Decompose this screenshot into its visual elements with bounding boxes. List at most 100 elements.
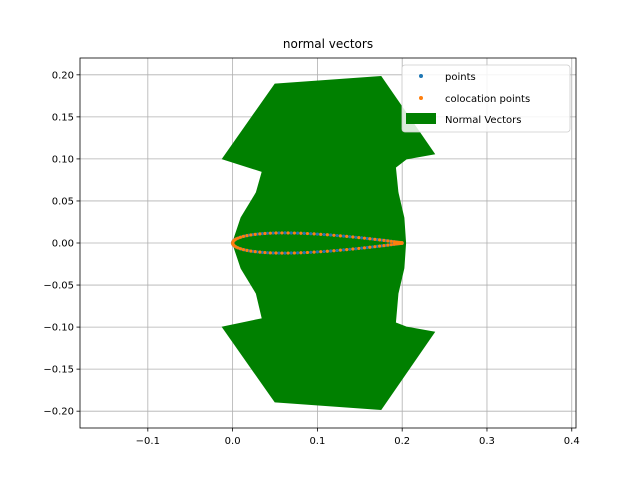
colocation-point-marker	[338, 234, 342, 238]
colocation-point-marker	[332, 249, 336, 253]
point-marker	[296, 231, 300, 235]
data-layer	[221, 75, 436, 411]
point-marker	[289, 231, 293, 235]
point-marker	[271, 231, 275, 235]
point-marker	[309, 250, 313, 254]
y-tick-label: −0.20	[43, 407, 74, 418]
point-marker	[342, 248, 346, 252]
colocation-point-marker	[263, 231, 267, 236]
legend-label-points: points	[445, 72, 476, 83]
colocation-point-marker	[299, 251, 303, 255]
colocation-point-marker	[362, 236, 367, 240]
colocation-point-marker	[338, 248, 342, 252]
colocation-point-marker	[357, 246, 361, 251]
colocation-point-marker	[312, 250, 316, 254]
colocation-point-marker	[274, 231, 278, 235]
legend-patch-normal-vectors	[406, 113, 436, 124]
colocation-point-marker	[389, 239, 393, 243]
colocation-point-marker	[236, 246, 240, 250]
y-tick-label: 0.00	[52, 239, 74, 250]
colocation-point-marker	[312, 232, 316, 236]
legend-label-colocation-points: colocation points	[445, 94, 530, 105]
colocation-point-marker	[253, 232, 257, 236]
colocation-point-marker	[280, 231, 284, 235]
colocation-point-marker	[253, 250, 257, 254]
x-tick-label: 0.0	[225, 436, 241, 447]
point-marker	[277, 251, 281, 255]
y-tick-label: −0.05	[43, 281, 74, 292]
point-marker	[260, 250, 264, 254]
colocation-point-marker	[238, 235, 243, 239]
colocation-point-marker	[373, 237, 377, 241]
colocation-point-marker	[345, 234, 349, 239]
colocation-point-marker	[292, 251, 297, 255]
colocation-point-marker	[280, 251, 284, 255]
colocation-point-marker	[268, 251, 272, 255]
point-marker	[289, 251, 293, 255]
point-marker	[329, 249, 333, 253]
y-tick-label: 0.20	[52, 70, 74, 81]
colocation-point-marker	[249, 233, 253, 237]
legend-marker-points	[419, 74, 423, 78]
point-marker	[360, 246, 364, 250]
colocation-point-marker	[389, 243, 393, 247]
colocation-point-marker	[362, 246, 367, 250]
colocation-point-marker	[245, 234, 249, 238]
colocation-point-marker	[274, 251, 278, 255]
point-marker	[335, 248, 339, 253]
colocation-point-marker	[258, 232, 262, 236]
y-tick-label: −0.15	[43, 365, 74, 376]
point-marker	[283, 231, 287, 235]
colocation-point-marker	[345, 247, 349, 252]
point-marker	[354, 235, 358, 239]
point-marker	[360, 236, 364, 240]
colocation-point-marker	[325, 233, 329, 237]
colocation-point-marker	[305, 231, 310, 236]
point-marker	[335, 233, 339, 238]
colocation-point-marker	[368, 237, 372, 241]
colocation-point-marker	[386, 239, 390, 243]
point-marker	[315, 250, 320, 254]
point-marker	[277, 231, 281, 235]
x-tick-label: 0.3	[479, 436, 495, 447]
y-tick-label: −0.10	[43, 323, 74, 334]
colocation-point-marker	[400, 241, 404, 245]
colocation-point-marker	[382, 243, 386, 248]
colocation-point-marker	[378, 244, 382, 248]
chart-title: normal vectors	[283, 37, 373, 51]
point-marker	[354, 247, 358, 251]
point-marker	[342, 234, 346, 238]
y-tick-label: 0.15	[52, 112, 74, 123]
legend-frame	[401, 64, 571, 133]
y-tick-label: 0.05	[52, 196, 74, 207]
colocation-point-marker	[263, 250, 267, 255]
colocation-point-marker	[258, 250, 262, 254]
point-marker	[271, 251, 275, 255]
colocation-point-marker	[368, 245, 372, 249]
point-marker	[329, 233, 333, 237]
colocation-point-marker	[357, 235, 361, 240]
colocation-point-marker	[292, 231, 297, 235]
legend: points colocation points Normal Vectors	[401, 64, 571, 133]
colocation-point-marker	[386, 243, 390, 247]
point-marker	[265, 231, 270, 235]
colocation-point-marker	[378, 238, 382, 242]
colocation-point-marker	[332, 233, 336, 237]
colocation-point-marker	[241, 248, 246, 252]
point-marker	[302, 231, 306, 235]
point-marker	[322, 232, 326, 237]
point-marker	[365, 245, 369, 250]
colocation-point-marker	[382, 238, 386, 243]
x-tick-label: 0.1	[309, 436, 325, 447]
x-tick-label: 0.2	[394, 436, 410, 447]
point-marker	[370, 237, 375, 241]
colocation-point-marker	[319, 250, 323, 254]
legend-marker-colocation-points	[419, 96, 423, 100]
axis-ticks: −0.1 0.0 0.1 0.2 0.3 0.4 −0.20 −0.15 −0.10 −0.05 0…	[43, 70, 579, 447]
point-marker	[365, 236, 369, 241]
point-marker	[348, 247, 352, 251]
colocation-point-marker	[305, 250, 310, 255]
point-marker	[296, 251, 300, 255]
colocation-point-marker	[319, 232, 323, 236]
